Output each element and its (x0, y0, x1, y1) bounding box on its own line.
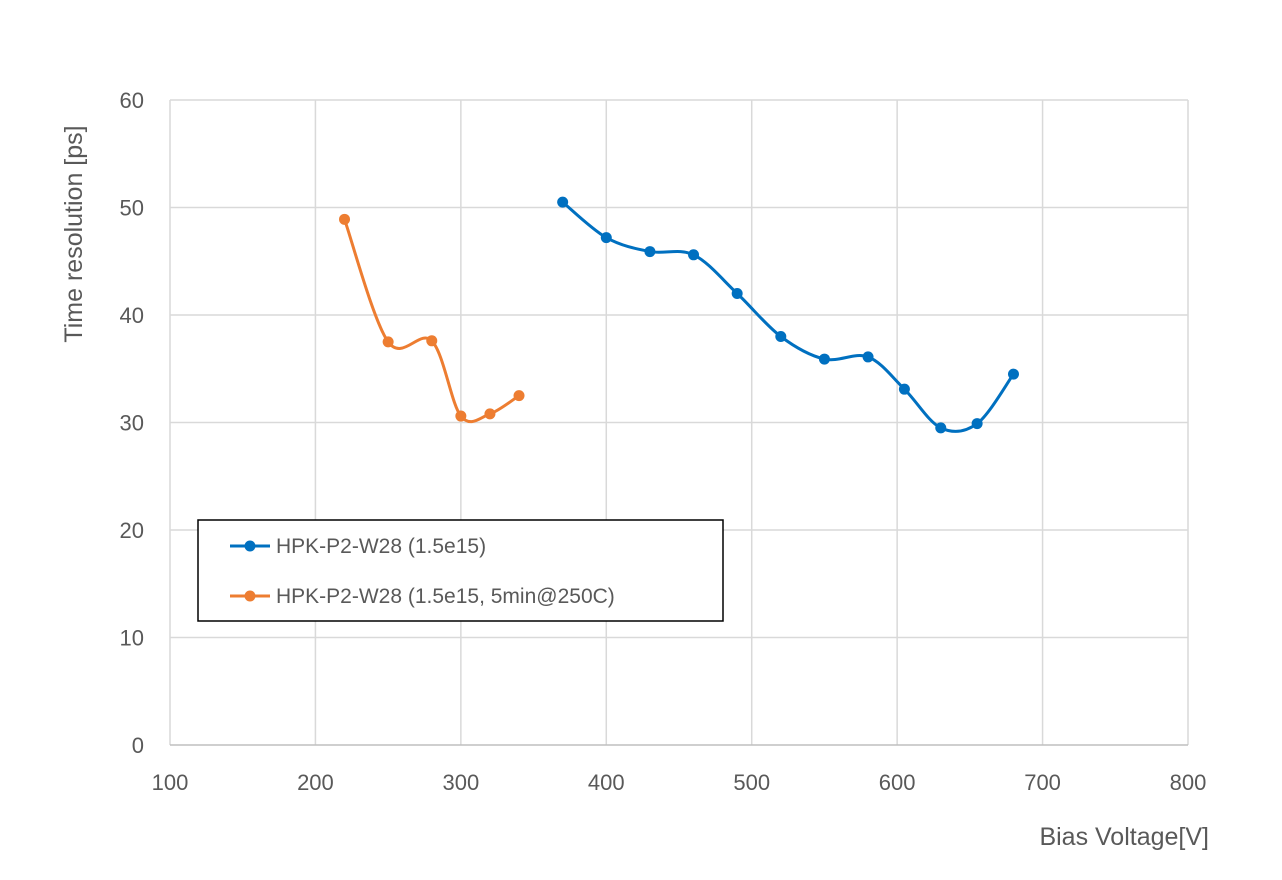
legend-marker (244, 540, 256, 552)
data-point (898, 383, 910, 395)
y-tick-label: 20 (120, 518, 144, 543)
data-point (862, 351, 874, 363)
data-point (688, 249, 700, 261)
y-axis-title: Time resolution [ps] (60, 125, 88, 342)
series-2 (339, 213, 525, 424)
y-tick-label: 60 (120, 88, 144, 113)
data-point (484, 408, 496, 420)
legend-label: HPK-P2-W28 (1.5e15) (276, 535, 486, 558)
data-point (382, 336, 394, 348)
y-tick-label: 0 (132, 733, 144, 758)
x-tick-label: 400 (588, 770, 625, 795)
data-point (1007, 368, 1019, 380)
data-point (971, 418, 983, 430)
series-1 (557, 196, 1019, 434)
y-tick-label: 10 (120, 626, 144, 651)
data-point (600, 232, 612, 244)
data-point (775, 331, 787, 342)
legend-label: HPK-P2-W28 (1.5e15, 5min@250C) (276, 585, 615, 608)
tick-labels: 100 200 300 400 500 600 700 800 0 10 20 30 40 50 60 (120, 88, 1207, 795)
data-point (935, 422, 947, 434)
x-tick-label: 500 (733, 770, 770, 795)
legend-marker (244, 590, 256, 602)
data-point (818, 353, 830, 365)
gridlines (169, 99, 1189, 745)
y-tick-label: 30 (120, 411, 144, 436)
y-tick-label: 40 (120, 303, 144, 328)
data-point (644, 246, 656, 258)
x-tick-label: 600 (879, 770, 916, 795)
x-axis-title: Bias Voltage[V] (1039, 823, 1209, 851)
data-point (731, 288, 743, 299)
legend-item: HPK-P2-W28 (1.5e15) (230, 535, 486, 558)
series-line (561, 200, 1015, 433)
data-point (339, 213, 351, 225)
x-tick-label: 100 (152, 770, 189, 795)
y-tick-label: 50 (120, 196, 144, 221)
data-point (455, 410, 467, 422)
data-point (557, 196, 569, 208)
legend: HPK-P2-W28 (1.5e15) HPK-P2-W28 (1.5e15, 5… (197, 519, 724, 622)
data-point (426, 335, 438, 347)
data-point (513, 390, 525, 402)
legend-item: HPK-P2-W28 (1.5e15, 5min@250C) (230, 585, 615, 608)
x-tick-label: 700 (1024, 770, 1061, 795)
x-tick-label: 300 (442, 770, 479, 795)
x-tick-label: 800 (1170, 770, 1207, 795)
legend-box (197, 519, 724, 622)
series-line (343, 217, 521, 424)
x-tick-label: 200 (297, 770, 334, 795)
series-group (339, 196, 1019, 434)
